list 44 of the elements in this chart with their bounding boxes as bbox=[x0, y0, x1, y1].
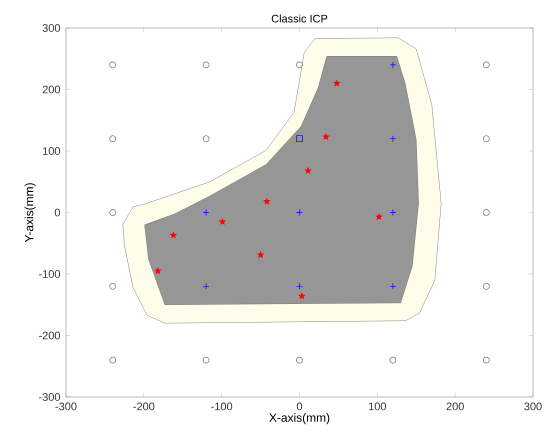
y-tick-label: -300 bbox=[39, 393, 60, 401]
point bbox=[482, 62, 490, 68]
x-tick-label: 0 bbox=[296, 402, 302, 410]
y-tick-label: 200 bbox=[42, 86, 60, 94]
y-tick-label: 100 bbox=[43, 147, 60, 155]
point bbox=[390, 356, 396, 364]
y-tick-label: 0 bbox=[54, 208, 60, 216]
x-axis-title: X-axis(mm) bbox=[269, 413, 330, 424]
y-tick-label: -200 bbox=[39, 332, 60, 340]
point bbox=[482, 356, 490, 364]
point bbox=[219, 218, 226, 224]
point bbox=[376, 213, 382, 220]
point bbox=[109, 282, 116, 290]
point bbox=[257, 252, 264, 258]
point bbox=[202, 356, 210, 364]
point bbox=[334, 80, 340, 86]
point bbox=[304, 167, 312, 174]
point bbox=[202, 135, 210, 142]
x-tick-label: 100 bbox=[369, 402, 386, 410]
point bbox=[109, 135, 116, 142]
point bbox=[109, 356, 116, 364]
point bbox=[264, 198, 270, 204]
point bbox=[296, 62, 303, 68]
y-tick-label: 300 bbox=[42, 24, 60, 32]
point bbox=[154, 268, 162, 274]
x-tick-label: 300 bbox=[524, 402, 542, 410]
point bbox=[296, 135, 303, 142]
point bbox=[109, 62, 116, 68]
x-tick-label: -200 bbox=[133, 402, 154, 410]
chart-title: Classic ICP bbox=[272, 14, 328, 23]
point bbox=[482, 282, 490, 290]
point bbox=[482, 209, 490, 216]
point bbox=[322, 134, 330, 140]
x-tick-label: -100 bbox=[211, 402, 232, 410]
y-tick-label: -100 bbox=[39, 270, 60, 278]
y-axis-title: Y-axis(mm) bbox=[24, 183, 36, 242]
point bbox=[482, 135, 490, 142]
point bbox=[109, 209, 116, 216]
point bbox=[296, 356, 303, 364]
point bbox=[170, 232, 177, 238]
point bbox=[298, 292, 306, 299]
x-tick-label: -300 bbox=[56, 402, 77, 410]
x-tick-label: 200 bbox=[446, 402, 464, 410]
point bbox=[202, 62, 210, 68]
